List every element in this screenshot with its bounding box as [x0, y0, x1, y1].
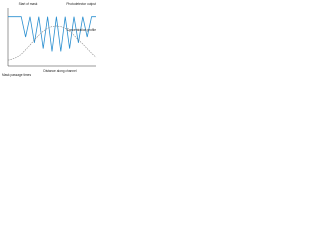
- annotation: Photodetector output: [66, 2, 96, 6]
- series-line: [8, 16, 96, 52]
- annotation: Concentration profile: [67, 28, 97, 32]
- annotation: Start of mask: [19, 2, 38, 6]
- annotation: Distance along channel: [43, 69, 76, 73]
- chart: Start of mask Photodetector output Concent…: [2, 2, 97, 77]
- annotation: Mask passage times: [2, 73, 31, 77]
